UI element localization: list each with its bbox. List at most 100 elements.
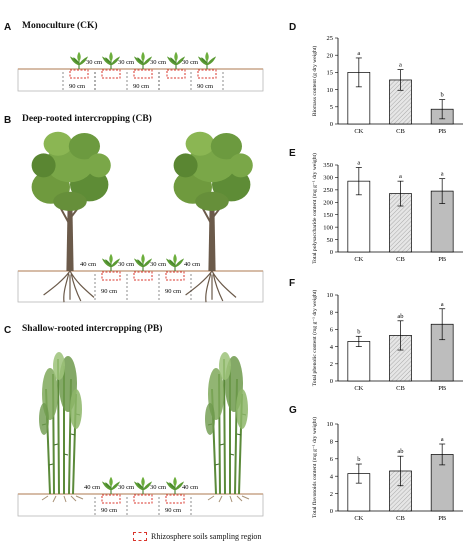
significance-letter: b (357, 328, 360, 335)
x-tick-label: CK (354, 385, 363, 392)
edge-spacing-b-right: 40 cm (184, 261, 200, 268)
sampling-box-a-4 (166, 69, 186, 79)
chart-e: 0 50 100 150 200 250 300 350 Total polysaccharid… (311, 153, 463, 264)
sampling-box-a-2 (101, 69, 121, 79)
x-tick-label: PB (438, 385, 447, 392)
y-tick-label: 6 (330, 456, 334, 463)
y-tick-label: 200 (323, 199, 333, 206)
y-tick-label: 0 (330, 378, 333, 385)
x-tick-label: CB (396, 128, 405, 135)
row-spacing-a-4: 30 cm (182, 59, 198, 66)
y-tick-label: 150 (323, 212, 333, 219)
significance-letter: a (441, 301, 444, 308)
y-tick-label: 10 (327, 421, 334, 428)
panel-letter-c: C (4, 325, 12, 336)
y-tick-label: 6 (330, 327, 334, 334)
bottom-spacing-c-2: 90 cm (165, 507, 181, 514)
y-axis-label: Biomass content (g dry weight) (311, 46, 318, 117)
panel-letter-b: B (4, 115, 12, 126)
x-tick-label: CB (396, 256, 405, 263)
sampling-box-a-1 (69, 69, 89, 79)
y-tick-label: 350 (323, 162, 333, 169)
row-spacing-c-1: 30 cm (118, 484, 134, 491)
sampling-box-a-5 (197, 69, 217, 79)
x-tick-label: CK (354, 515, 363, 522)
sampling-box-b-3 (165, 271, 185, 281)
x-tick-label: PB (438, 515, 447, 522)
y-tick-label: 10 (327, 87, 334, 94)
significance-letter: b (441, 92, 444, 99)
y-tick-label: 2 (330, 361, 333, 368)
sampling-box-c-1 (101, 494, 121, 504)
significance-letter: a (357, 50, 360, 57)
x-tick-label: PB (438, 256, 447, 263)
bottom-spacing-a-2: 90 cm (133, 83, 149, 90)
sampling-region-swatch (133, 532, 147, 541)
x-tick-label: CK (354, 256, 363, 263)
y-tick-label: 2 (330, 491, 333, 498)
edge-spacing-c-right: 40 cm (182, 484, 198, 491)
row-spacing-a-3: 30 cm (150, 59, 166, 66)
sampling-box-b-1 (101, 271, 121, 281)
y-tick-label: 25 (327, 35, 334, 42)
y-tick-label: 250 (323, 187, 333, 194)
significance-letter: a (399, 62, 402, 69)
significance-letter: b (357, 456, 360, 463)
x-tick-label: CB (396, 515, 405, 522)
row-spacing-a-1: 30 cm (86, 59, 102, 66)
legend: Rhizosphere soils sampling region (133, 532, 261, 541)
edge-spacing-b-left: 40 cm (80, 261, 96, 268)
panel-letter-g: G (289, 405, 297, 416)
panel-title-b: Deep-rooted intercropping (CB) (22, 114, 152, 124)
y-tick-label: 300 (323, 175, 333, 182)
legend-label: Rhizosphere soils sampling region (151, 532, 262, 541)
panel-letter-f: F (289, 278, 296, 289)
bottom-spacing-a-1: 90 cm (69, 83, 85, 90)
y-tick-label: 0 (330, 121, 333, 128)
y-tick-label: 0 (330, 508, 333, 515)
y-axis-label: Total flavonoids content (mg g⁻¹ dry wei… (311, 417, 318, 518)
chart-f: 0 2 4 6 8 10 Total phenolic content (mg g⁻¹ dr… (311, 290, 463, 392)
sampling-box-b-2 (133, 271, 153, 281)
y-tick-label: 100 (323, 224, 333, 231)
sampling-box-c-3 (165, 494, 185, 504)
panel-title-a: Monoculture (CK) (22, 21, 98, 31)
panel-letter-d: D (289, 22, 297, 33)
row-spacing-b-1: 30 cm (118, 261, 134, 268)
sampling-box-c-2 (133, 494, 153, 504)
row-spacing-a-2: 30 cm (118, 59, 134, 66)
y-tick-label: 50 (327, 237, 334, 244)
significance-letter: ab (397, 313, 403, 320)
significance-letter: a (441, 436, 444, 443)
significance-letter: ab (397, 448, 403, 455)
x-tick-label: PB (438, 128, 447, 135)
significance-letter: a (441, 171, 444, 178)
bottom-spacing-a-3: 90 cm (197, 83, 213, 90)
y-tick-label: 20 (327, 52, 334, 59)
sampling-box-a-3 (133, 69, 153, 79)
edge-spacing-c-left: 40 cm (84, 484, 100, 491)
bar-ck (347, 341, 371, 382)
chart-g: 0 2 4 6 8 10 Total flavonoids content (mg g⁻¹ … (311, 417, 463, 522)
y-tick-label: 4 (330, 344, 334, 351)
y-tick-label: 5 (330, 104, 333, 111)
y-tick-label: 4 (330, 473, 334, 480)
row-spacing-b-2: 30 cm (150, 261, 166, 268)
bottom-spacing-b-1: 90 cm (101, 288, 117, 295)
panel-letter-a: A (4, 22, 12, 33)
y-tick-label: 8 (330, 439, 333, 446)
panel-letter-e: E (289, 148, 296, 159)
chart-d: 0 5 10 15 20 25 Biomass content (g dry weight)… (311, 35, 463, 135)
row-spacing-c-2: 30 cm (150, 484, 166, 491)
x-tick-label: CB (396, 385, 405, 392)
y-tick-label: 8 (330, 309, 333, 316)
y-tick-label: 0 (330, 249, 333, 256)
x-tick-label: CK (354, 128, 363, 135)
bottom-spacing-b-2: 90 cm (165, 288, 181, 295)
significance-letter: a (357, 159, 360, 166)
panel-title-c: Shallow-rooted intercropping (PB) (22, 324, 163, 334)
bottom-spacing-c-1: 90 cm (101, 507, 117, 514)
significance-letter: a (399, 173, 402, 180)
